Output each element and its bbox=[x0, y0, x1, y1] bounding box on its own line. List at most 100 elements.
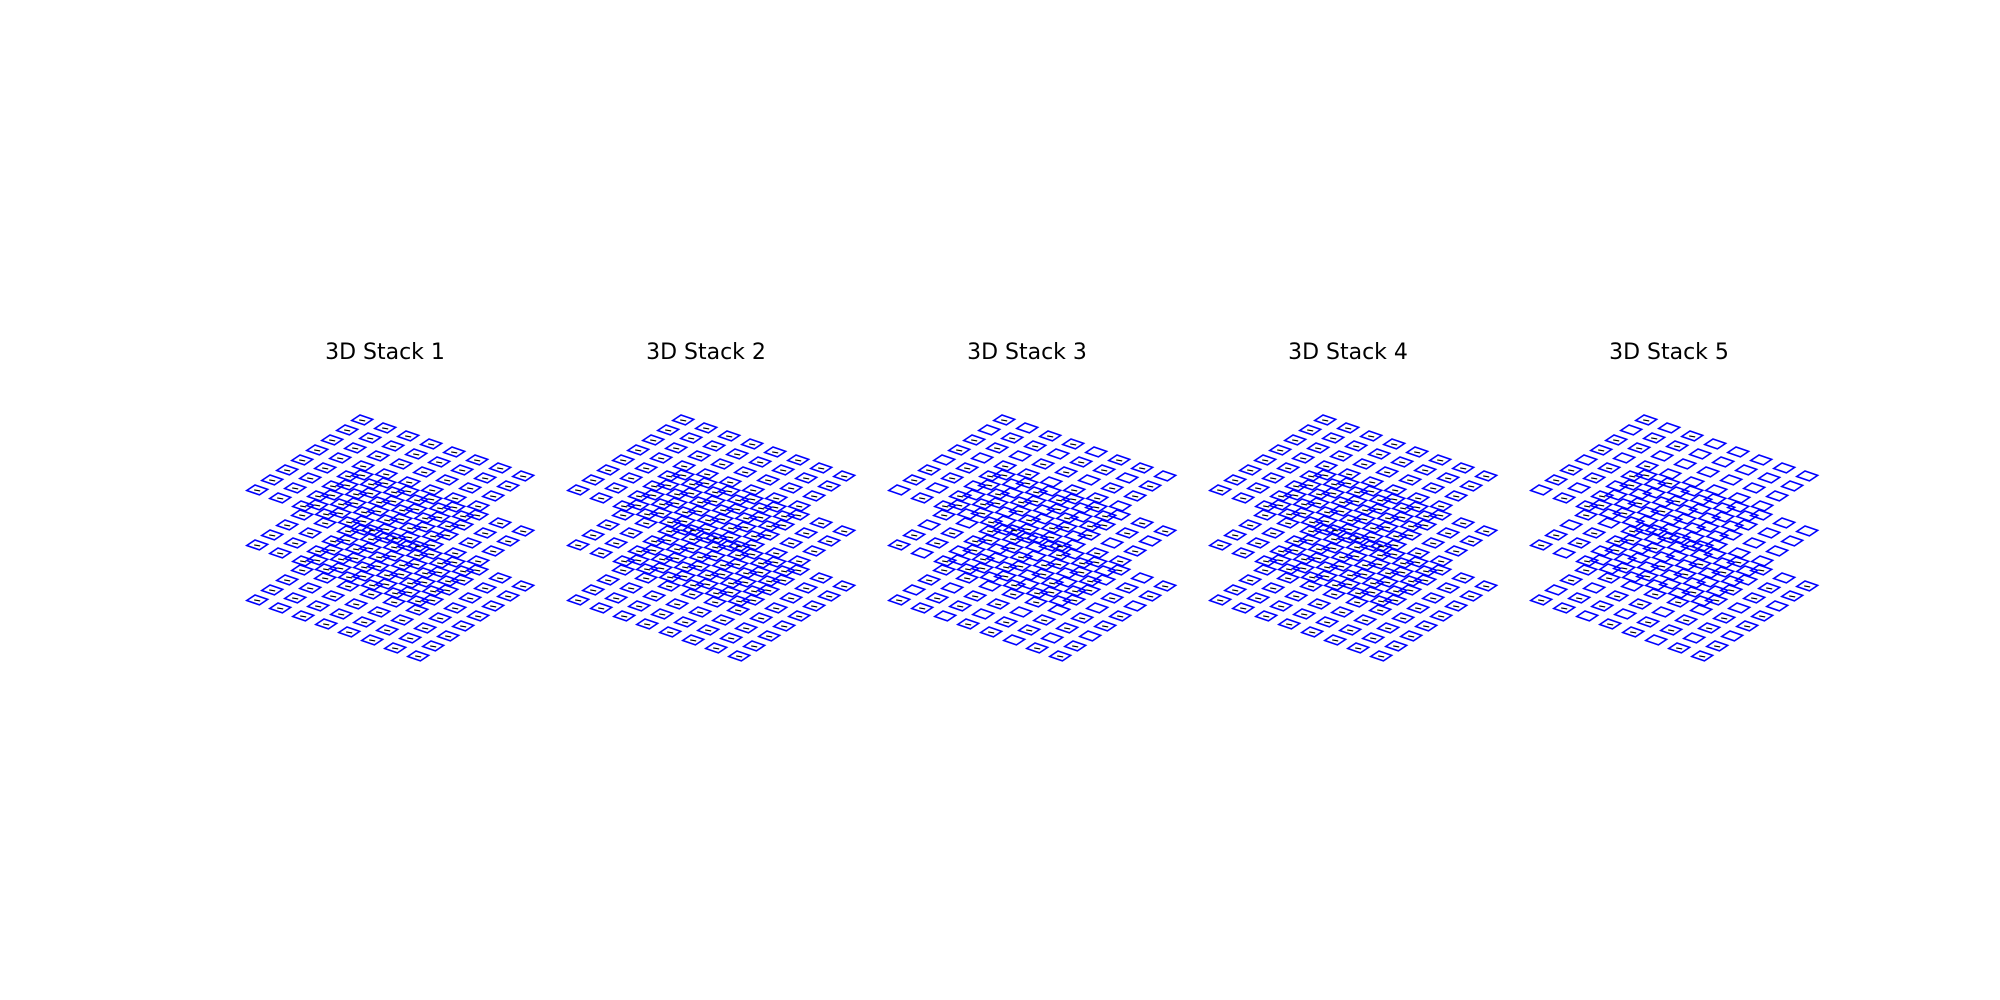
grid-cell bbox=[313, 508, 339, 520]
grid-cell bbox=[1566, 482, 1592, 494]
cell-label-mark bbox=[705, 629, 712, 632]
cell-label-mark bbox=[1576, 542, 1583, 545]
grid-cell bbox=[771, 565, 797, 577]
grid-cell bbox=[1031, 559, 1057, 571]
grid-cell bbox=[351, 616, 377, 628]
cell-label-mark bbox=[713, 592, 720, 595]
cell-label-mark bbox=[1438, 505, 1445, 508]
grid-cell bbox=[786, 610, 812, 622]
grid-cell bbox=[357, 432, 383, 444]
cell-label-mark bbox=[368, 483, 375, 486]
cell-label-mark bbox=[1378, 655, 1385, 658]
cell-label-mark bbox=[429, 489, 436, 492]
stack-title-4: 3D Stack 4 bbox=[1288, 340, 1408, 365]
cell-label-mark bbox=[1324, 566, 1331, 569]
grid-cell bbox=[1435, 582, 1461, 594]
cell-label-mark bbox=[360, 465, 367, 468]
cell-label-mark bbox=[1370, 637, 1377, 640]
grid-cell bbox=[259, 474, 285, 486]
cell-label-mark bbox=[1354, 546, 1361, 549]
grid-cell bbox=[1756, 582, 1782, 594]
grid-cell bbox=[626, 490, 652, 502]
cell-label-mark bbox=[749, 443, 756, 446]
grid-cell bbox=[626, 600, 652, 612]
cell-label-mark bbox=[428, 443, 435, 446]
grid-cell bbox=[955, 618, 981, 630]
cell-label-mark bbox=[1240, 607, 1247, 610]
cell-label-mark bbox=[1109, 487, 1116, 490]
grid-cell bbox=[1726, 492, 1752, 504]
grid-cell bbox=[1352, 504, 1378, 516]
grid-cell bbox=[664, 598, 690, 610]
grid-cell bbox=[992, 460, 1018, 472]
cell-label-mark bbox=[781, 570, 788, 573]
grid-cell bbox=[1696, 567, 1722, 579]
grid-cell bbox=[1428, 610, 1454, 622]
grid-cell bbox=[449, 464, 475, 476]
cell-label-mark bbox=[705, 519, 712, 522]
cell-label-mark bbox=[1576, 597, 1583, 600]
cell-label-mark bbox=[766, 635, 773, 638]
cell-label-mark bbox=[368, 538, 375, 541]
cell-label-mark bbox=[1338, 455, 1345, 458]
grid-cell bbox=[1733, 464, 1759, 476]
grid-cell bbox=[1299, 626, 1325, 638]
cell-label-mark bbox=[338, 613, 345, 616]
grid-cell bbox=[618, 527, 644, 539]
cell-label-mark bbox=[1132, 550, 1139, 553]
grid-cell bbox=[1633, 414, 1659, 426]
cell-label-mark bbox=[1323, 465, 1330, 468]
grid-cell bbox=[1260, 472, 1286, 484]
grid-cell bbox=[961, 434, 987, 446]
cell-label-mark bbox=[1087, 580, 1094, 583]
grid-cell bbox=[1420, 482, 1446, 494]
grid-cell bbox=[1014, 422, 1040, 434]
grid-cell bbox=[1664, 440, 1690, 452]
cell-label-mark bbox=[841, 585, 848, 588]
cell-label-mark bbox=[292, 597, 299, 600]
cell-label-mark bbox=[1255, 542, 1262, 545]
grid-cell bbox=[1634, 460, 1660, 472]
grid-cell bbox=[412, 622, 438, 634]
grid-cell bbox=[1076, 474, 1102, 486]
cell-label-mark bbox=[1651, 437, 1658, 440]
cell-label-mark bbox=[781, 515, 788, 518]
cell-label-mark bbox=[743, 572, 750, 575]
cell-label-mark bbox=[1026, 629, 1033, 632]
grid-cell bbox=[947, 545, 973, 557]
grid-cell bbox=[1061, 484, 1087, 496]
grid-cell bbox=[1275, 517, 1301, 529]
grid-cell bbox=[1045, 448, 1071, 460]
cell-label-mark bbox=[1011, 584, 1018, 587]
cell-label-mark bbox=[1538, 599, 1545, 602]
grid-cell bbox=[1054, 512, 1080, 524]
cell-label-mark bbox=[1285, 522, 1292, 525]
grid-cell bbox=[472, 472, 498, 484]
grid-cell bbox=[1322, 634, 1348, 646]
cell-label-mark bbox=[1331, 593, 1338, 596]
grid-cell bbox=[962, 480, 988, 492]
cell-label-mark bbox=[338, 558, 345, 561]
grid-cell bbox=[1679, 430, 1705, 442]
cell-label-mark bbox=[1041, 564, 1048, 567]
cell-label-mark bbox=[1445, 587, 1452, 590]
cell-label-mark bbox=[1393, 645, 1400, 648]
grid-cell bbox=[932, 500, 958, 512]
cell-label-mark bbox=[1644, 465, 1651, 468]
cell-label-mark bbox=[299, 459, 306, 462]
grid-cell bbox=[1642, 533, 1668, 545]
cell-label-mark bbox=[1124, 532, 1131, 535]
cell-label-mark bbox=[1445, 477, 1452, 480]
grid-cell bbox=[763, 492, 789, 504]
grid-cell bbox=[733, 622, 759, 634]
cell-label-mark bbox=[826, 485, 833, 488]
grid-cell bbox=[1298, 525, 1324, 537]
grid-cell bbox=[426, 456, 452, 468]
cell-label-mark bbox=[1308, 585, 1315, 588]
cell-label-mark bbox=[1292, 439, 1299, 442]
grid-cell bbox=[1450, 462, 1476, 474]
cell-label-mark bbox=[1362, 509, 1369, 512]
cell-label-mark bbox=[436, 461, 443, 464]
cell-label-mark bbox=[673, 447, 680, 450]
cell-label-mark bbox=[1247, 524, 1254, 527]
